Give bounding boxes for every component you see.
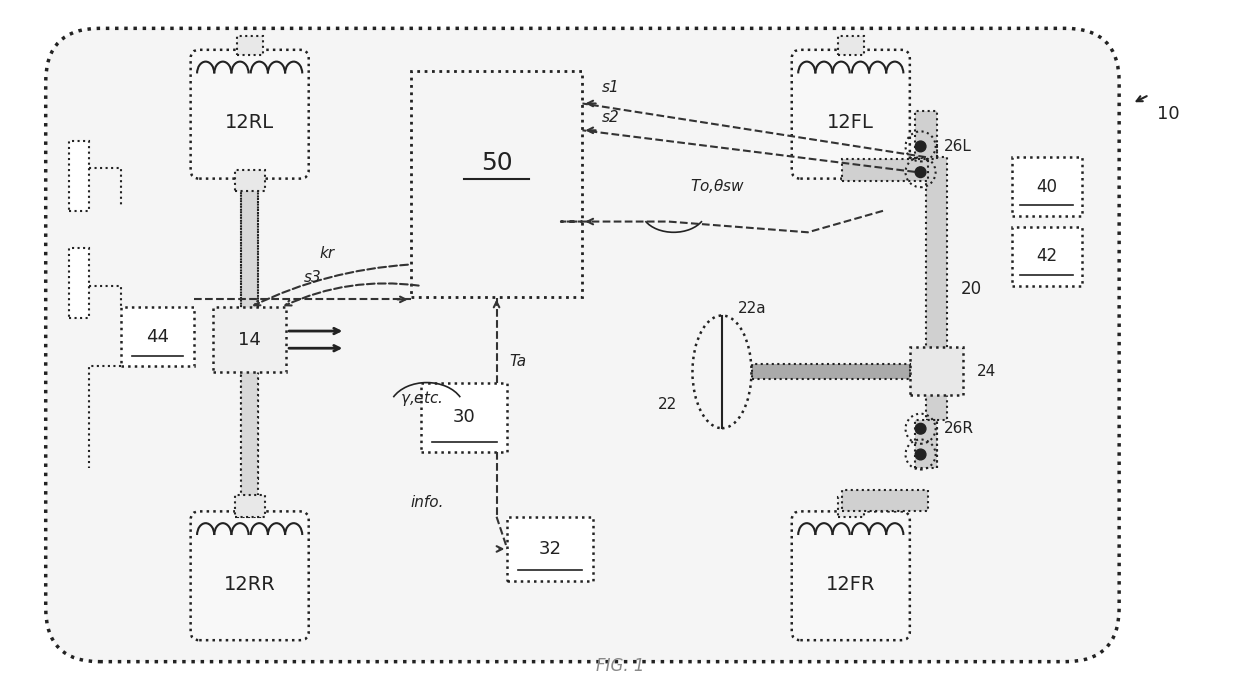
Bar xyxy=(69,141,88,211)
FancyBboxPatch shape xyxy=(120,308,193,366)
Text: kr: kr xyxy=(320,246,335,262)
Bar xyxy=(69,248,88,318)
Text: 14: 14 xyxy=(238,331,262,348)
Circle shape xyxy=(915,449,926,460)
Bar xyxy=(915,111,936,159)
Text: 40: 40 xyxy=(1037,177,1058,196)
Text: 12FR: 12FR xyxy=(826,575,875,594)
Text: $\gamma$,etc.: $\gamma$,etc. xyxy=(401,389,443,408)
Text: s1: s1 xyxy=(601,80,620,95)
Text: 30: 30 xyxy=(453,408,476,426)
Text: 32: 32 xyxy=(538,540,562,558)
Text: 24: 24 xyxy=(976,364,996,379)
Bar xyxy=(241,181,258,310)
Bar xyxy=(244,184,255,308)
Text: 10: 10 xyxy=(1157,105,1179,124)
Bar xyxy=(241,179,258,185)
Text: 20: 20 xyxy=(960,279,981,297)
Bar xyxy=(237,36,263,55)
Bar xyxy=(915,420,936,469)
Bar xyxy=(838,36,864,55)
FancyBboxPatch shape xyxy=(1012,227,1081,286)
FancyBboxPatch shape xyxy=(191,50,309,179)
Text: Ta: Ta xyxy=(510,353,527,368)
Bar xyxy=(241,184,258,313)
FancyBboxPatch shape xyxy=(213,308,286,372)
Text: s2: s2 xyxy=(601,110,620,125)
Text: 26L: 26L xyxy=(944,139,972,154)
Text: FIG. 1: FIG. 1 xyxy=(595,657,645,675)
Circle shape xyxy=(915,167,926,177)
FancyBboxPatch shape xyxy=(910,347,963,395)
Circle shape xyxy=(915,424,926,434)
Text: 22a: 22a xyxy=(738,301,766,316)
FancyBboxPatch shape xyxy=(191,511,309,640)
FancyBboxPatch shape xyxy=(507,517,593,581)
FancyBboxPatch shape xyxy=(792,511,910,640)
Bar xyxy=(234,495,264,517)
Bar xyxy=(842,159,928,181)
Bar xyxy=(234,170,264,192)
Text: To,$\theta$sw: To,$\theta$sw xyxy=(689,177,745,195)
FancyBboxPatch shape xyxy=(46,28,1120,662)
FancyBboxPatch shape xyxy=(410,71,583,297)
Bar xyxy=(926,157,947,420)
Bar xyxy=(838,497,864,517)
Text: 22: 22 xyxy=(657,397,677,411)
Bar xyxy=(842,490,928,511)
Bar xyxy=(751,364,910,380)
Text: 12FL: 12FL xyxy=(827,113,874,132)
Text: 12RR: 12RR xyxy=(223,575,275,594)
FancyBboxPatch shape xyxy=(792,50,910,179)
Text: 44: 44 xyxy=(146,328,169,346)
Text: 50: 50 xyxy=(481,150,512,175)
Text: 42: 42 xyxy=(1037,248,1058,266)
Bar xyxy=(241,351,258,479)
Bar xyxy=(751,364,910,380)
Text: s3: s3 xyxy=(304,270,322,286)
FancyBboxPatch shape xyxy=(422,382,507,453)
Text: 12RL: 12RL xyxy=(226,113,274,132)
Bar xyxy=(241,368,258,506)
Text: 26R: 26R xyxy=(944,421,975,436)
FancyBboxPatch shape xyxy=(1012,157,1081,216)
Text: info.: info. xyxy=(410,495,444,511)
Bar xyxy=(237,497,263,517)
Circle shape xyxy=(915,141,926,152)
